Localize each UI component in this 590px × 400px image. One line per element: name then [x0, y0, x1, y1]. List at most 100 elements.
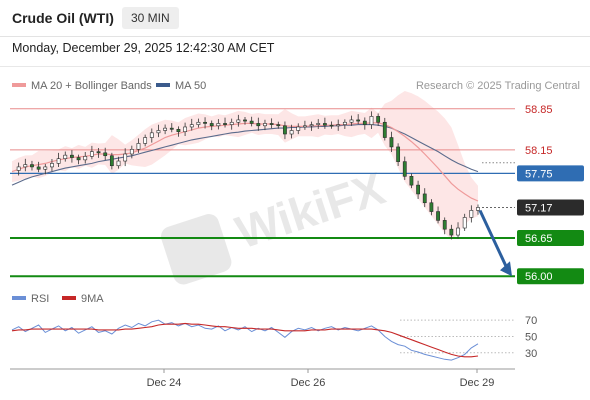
level-tag-57.17 — [517, 199, 584, 216]
candle-body — [389, 137, 394, 148]
candle-body — [376, 116, 381, 123]
bollinger-band — [12, 91, 478, 240]
candle-body — [196, 121, 201, 125]
candle-body — [136, 143, 141, 150]
level-tag-57.75 — [517, 165, 584, 182]
level-label-56.65: 56.65 — [525, 233, 553, 245]
ma20-swatch — [12, 83, 26, 87]
candle-body — [209, 123, 214, 127]
candle-body — [143, 137, 148, 144]
candle-body — [89, 151, 94, 157]
candle-body — [189, 124, 194, 128]
candle-body — [223, 123, 227, 125]
chart-credit: Research © 2025 Trading Central — [416, 80, 580, 92]
level-label-58.15: 58.15 — [525, 145, 553, 157]
candle-body — [456, 227, 460, 236]
rsi-tick-50: 50 — [525, 331, 537, 343]
candle-body — [83, 156, 88, 161]
forecast-arrow-head — [500, 261, 512, 277]
rsi-tick-70: 70 — [525, 315, 537, 327]
candle-body — [203, 121, 207, 124]
instrument-title: Crude Oil (WTI) — [12, 10, 114, 26]
candle-body — [276, 124, 281, 127]
candle-body — [429, 202, 434, 212]
level-label-57.75: 57.75 — [525, 168, 553, 180]
level-label-57.17: 57.17 — [525, 202, 553, 214]
candle-body — [109, 155, 114, 167]
candle-body — [163, 127, 168, 131]
candle-body — [362, 120, 367, 125]
candle-body — [289, 130, 294, 135]
main-pane: 58.85 58.15 57.75 57.17 56.65 56.00 — [10, 91, 584, 285]
candle-body — [263, 123, 267, 127]
rsi-series-rsi — [11, 319, 479, 361]
candle-body — [303, 125, 307, 128]
candle-body — [116, 160, 121, 167]
candle-body — [349, 119, 354, 123]
candle-body — [123, 153, 128, 162]
candle-body — [436, 211, 440, 221]
header-divider — [0, 66, 590, 67]
x-tick-label: Dec 26 — [291, 377, 326, 389]
candle-body — [342, 121, 347, 125]
candle-body — [169, 127, 174, 130]
watermark-logo-icon — [160, 214, 232, 285]
ma50-swatch — [156, 83, 170, 87]
level-tag-56.00 — [517, 268, 584, 285]
candle-body — [269, 123, 274, 125]
candle-body — [316, 123, 321, 125]
candle-body — [16, 166, 21, 171]
candle-body — [449, 228, 454, 236]
ma50-line — [11, 124, 479, 186]
rsi-pane: 30 50 70 — [11, 315, 537, 361]
candle-body — [63, 154, 68, 159]
level-tag-56.65 — [517, 230, 584, 246]
candle-body — [442, 220, 447, 230]
candle-body — [396, 146, 401, 162]
candle-body — [402, 161, 407, 177]
level-label-56.00: 56.00 — [525, 271, 553, 283]
candle-body — [70, 154, 74, 158]
candle-body — [103, 152, 108, 157]
ma20-legend-label: MA 20 + Bollinger Bands — [31, 80, 152, 92]
candle-body — [382, 121, 387, 138]
timestamp: Monday, December 29, 2025 12:42:30 AM CE… — [12, 41, 275, 55]
rsi-legend-label: RSI — [31, 293, 49, 305]
x-tick-label: Dec 24 — [147, 377, 182, 389]
candle-body — [50, 163, 54, 168]
candle-body — [422, 193, 427, 204]
candle-body — [129, 148, 134, 155]
candle-body — [309, 124, 314, 127]
candle-body — [249, 120, 254, 124]
candle-body — [236, 119, 241, 123]
rsi-ma-legend-label: 9MA — [81, 293, 104, 305]
candle-body — [43, 166, 48, 170]
candle-body — [149, 132, 154, 138]
candle-body — [369, 116, 374, 125]
candle-body — [156, 130, 161, 134]
candle-body — [462, 217, 467, 229]
ma50-legend-label: MA 50 — [175, 80, 206, 92]
level-label-58.85: 58.85 — [525, 104, 553, 116]
candle-body — [469, 210, 474, 218]
candle-body — [336, 124, 341, 127]
candle-body — [76, 157, 81, 161]
rsi-ma-swatch — [62, 296, 76, 300]
x-tick-label: Dec 29 — [460, 377, 495, 389]
candle-body — [256, 123, 261, 127]
candle-body — [356, 119, 361, 122]
watermark-text: WikiFX — [229, 162, 391, 259]
watermark: WikiFX — [160, 162, 391, 285]
candle-body — [96, 151, 101, 154]
chart-header: Crude Oil (WTI) 30 MIN — [0, 0, 590, 37]
candle-body — [183, 126, 187, 132]
candle-body — [56, 158, 61, 164]
timeframe-badge[interactable]: 30 MIN — [122, 7, 179, 29]
candle-body — [416, 184, 420, 195]
rsi-swatch — [12, 296, 26, 300]
rsi-series-9ma — [11, 322, 479, 358]
rsi-tick-30: 30 — [525, 348, 537, 360]
chart-legend: MA 20 + Bollinger Bands MA 50 Research ©… — [12, 80, 580, 92]
candle-body — [30, 164, 34, 168]
